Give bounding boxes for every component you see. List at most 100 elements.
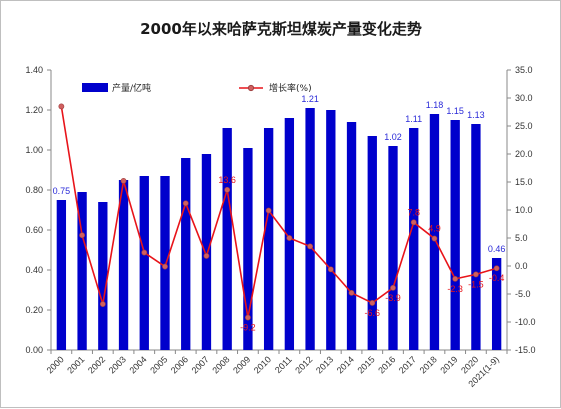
legend-bar-swatch	[82, 83, 108, 92]
line-point	[245, 314, 251, 321]
bar-series	[56, 108, 502, 350]
right-tick-label: -10.0	[515, 317, 536, 327]
left-tick-label: 0.80	[25, 185, 43, 195]
bar-data-label: 1.15	[446, 106, 464, 116]
bar	[305, 108, 315, 350]
bar	[263, 128, 274, 350]
data-labels: 0.75 1.21 1.021.11 1.181.15 1.13 0.46 13.6 -9.2…	[53, 94, 506, 333]
line-point	[265, 207, 272, 214]
x-tick-label: 2010	[252, 354, 273, 375]
line-data-label: -2.3	[447, 284, 463, 294]
line-point	[120, 177, 127, 184]
line-data-label: -0.4	[489, 273, 505, 283]
bar	[367, 136, 377, 350]
right-tick-label: 10.0	[515, 205, 533, 215]
line-point	[286, 235, 293, 241]
bar-data-label: 1.11	[405, 114, 422, 124]
bar	[326, 110, 336, 350]
bar	[284, 118, 295, 350]
right-tick-label: 0.0	[515, 261, 528, 271]
line-point	[203, 253, 210, 259]
right-tick-label: -15.0	[515, 345, 536, 355]
x-tick-label: 2011	[273, 354, 294, 375]
line-data-label: -1.5	[468, 279, 484, 289]
line-point	[141, 249, 148, 256]
line-point	[224, 186, 231, 193]
bar	[56, 200, 67, 350]
bar	[388, 146, 398, 350]
line-series	[58, 103, 500, 321]
x-tick-label: 2016	[376, 354, 397, 375]
line-point	[431, 235, 438, 242]
x-tick-label: 2018	[418, 354, 439, 375]
bar	[118, 180, 129, 350]
line-point	[390, 284, 396, 291]
line-data-label: -6.6	[365, 308, 381, 318]
right-tick-label: -5.0	[515, 289, 531, 299]
right-tick-label: 15.0	[515, 177, 533, 187]
line-data-label: 13.6	[218, 175, 236, 185]
x-tick-label: 2012	[293, 354, 314, 375]
x-tick-label: 2015	[355, 354, 376, 375]
line-point	[182, 200, 189, 207]
line-data-label: 4.9	[428, 224, 441, 234]
bar	[471, 124, 481, 350]
x-tick-label: 2003	[107, 354, 128, 375]
x-tick-label: 2017	[397, 354, 418, 375]
left-tick-label: 0.00	[25, 345, 43, 355]
line-point	[493, 265, 500, 272]
line-point	[327, 266, 334, 273]
right-tick-label: 30.0	[515, 93, 533, 103]
x-tick-label: 2001	[65, 354, 86, 375]
left-tick-label: 0.20	[25, 305, 43, 315]
legend: 产量/亿吨 增长率(%)	[82, 82, 312, 94]
right-tick-label: 20.0	[515, 149, 533, 159]
bar-data-label: 0.75	[53, 186, 71, 196]
right-tick-label: 5.0	[515, 233, 528, 243]
x-tick-label: 2013	[314, 354, 335, 375]
bar	[201, 154, 212, 350]
bar	[450, 120, 460, 350]
growth-line	[60, 106, 497, 318]
bar	[181, 158, 191, 350]
left-tick-label: 0.60	[25, 225, 43, 235]
line-point	[473, 271, 479, 278]
line-point	[99, 301, 106, 307]
x-tick-label: 2008	[210, 354, 231, 375]
legend-bar-label: 产量/亿吨	[112, 82, 151, 94]
left-tick-label: 1.40	[25, 65, 43, 75]
bar	[160, 176, 170, 350]
bar	[409, 128, 419, 350]
left-tick-label: 1.00	[25, 145, 43, 155]
bar	[429, 114, 440, 350]
x-tick-label: 2006	[169, 354, 190, 375]
x-tick-label: 2004	[127, 354, 148, 375]
line-point	[79, 232, 85, 239]
line-point	[452, 275, 459, 282]
left-tick-label: 0.40	[25, 265, 43, 275]
bar	[222, 128, 232, 350]
bar	[139, 176, 149, 350]
left-tick-label: 1.20	[25, 105, 43, 115]
line-point	[162, 263, 168, 270]
legend-line-label: 增长率(%)	[269, 82, 312, 94]
x-tick-label: 2000	[45, 354, 66, 375]
x-tick-label: 2002	[86, 354, 107, 375]
bar	[243, 148, 253, 350]
bar	[346, 122, 357, 350]
x-tick-label: 2005	[148, 354, 169, 375]
line-data-label: 7.8	[407, 207, 420, 217]
line-point	[58, 103, 65, 110]
x-tick-label: 2009	[231, 354, 252, 375]
bar	[491, 258, 502, 350]
line-data-label: -3.9	[385, 293, 401, 303]
bar	[98, 202, 108, 350]
x-tick-label: 2007	[190, 354, 211, 375]
line-point	[348, 289, 355, 296]
line-point	[307, 243, 313, 250]
x-tick-label: 2019	[438, 354, 459, 375]
right-tick-label: 25.0	[515, 121, 533, 131]
right-tick-label: 35.0	[515, 65, 533, 75]
